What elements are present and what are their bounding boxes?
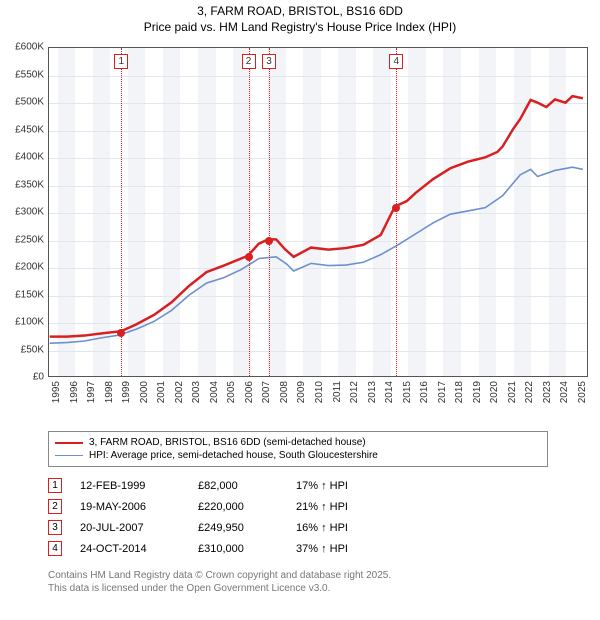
sale-event-line xyxy=(396,48,397,376)
legend-label-red: 3, FARM ROAD, BRISTOL, BS16 6DD (semi-de… xyxy=(89,437,366,448)
legend-row-red: 3, FARM ROAD, BRISTOL, BS16 6DD (semi-de… xyxy=(55,436,541,449)
footnote-line-2: This data is licensed under the Open Gov… xyxy=(48,582,596,595)
sales-row: 4 24-OCT-2014 £310,000 37% ↑ HPI xyxy=(48,538,596,559)
x-tick-label: 2022 xyxy=(524,381,535,411)
chart-title: 3, FARM ROAD, BRISTOL, BS16 6DD Price pa… xyxy=(4,4,596,35)
sale-marker: 4 xyxy=(389,54,403,69)
x-tick-label: 2020 xyxy=(489,381,500,411)
legend: 3, FARM ROAD, BRISTOL, BS16 6DD (semi-de… xyxy=(48,431,548,467)
x-tick-label: 2000 xyxy=(139,381,150,411)
y-tick-label: £500K xyxy=(2,97,44,108)
sale-event-line xyxy=(121,48,122,376)
x-tick-label: 1998 xyxy=(104,381,115,411)
x-tick-label: 2014 xyxy=(384,381,395,411)
x-tick-label: 2011 xyxy=(332,381,343,411)
y-tick-label: £150K xyxy=(2,289,44,300)
sale-marker: 3 xyxy=(262,54,276,69)
x-tick-label: 2017 xyxy=(437,381,448,411)
x-tick-label: 2006 xyxy=(244,381,255,411)
y-tick-label: £450K xyxy=(2,124,44,135)
y-tick-label: £550K xyxy=(2,69,44,80)
sales-row-marker: 3 xyxy=(48,520,62,535)
y-tick-label: £400K xyxy=(2,152,44,163)
sales-row-marker: 4 xyxy=(48,541,62,556)
sales-row-diff: 21% ↑ HPI xyxy=(296,501,396,513)
y-tick-label: £350K xyxy=(2,179,44,190)
sale-marker: 1 xyxy=(114,54,128,69)
x-tick-label: 2002 xyxy=(174,381,185,411)
sales-row-date: 20-JUL-2007 xyxy=(80,522,180,534)
sales-table: 1 12-FEB-1999 £82,000 17% ↑ HPI 2 19-MAY-2006… xyxy=(48,475,596,559)
x-tick-label: 2004 xyxy=(209,381,220,411)
x-tick-label: 2001 xyxy=(156,381,167,411)
sales-row: 2 19-MAY-2006 £220,000 21% ↑ HPI xyxy=(48,496,596,517)
legend-swatch-blue xyxy=(55,455,83,456)
x-tick-label: 2008 xyxy=(279,381,290,411)
chart: 1 23 4 £0 £50K £100K £150K £200K £250K £300K £350… xyxy=(4,37,594,427)
y-tick-label: £200K xyxy=(2,262,44,273)
x-tick-label: 2010 xyxy=(314,381,325,411)
sale-point xyxy=(392,204,400,212)
y-tick-label: £250K xyxy=(2,234,44,245)
sales-row-price: £249,950 xyxy=(198,522,278,534)
sales-row-price: £220,000 xyxy=(198,501,278,513)
y-tick-label: £300K xyxy=(2,207,44,218)
legend-row-blue: HPI: Average price, semi-detached house,… xyxy=(55,449,541,462)
x-tick-label: 2021 xyxy=(507,381,518,411)
sales-row-price: £82,000 xyxy=(198,480,278,492)
y-tick-label: £100K xyxy=(2,317,44,328)
x-tick-label: 2025 xyxy=(577,381,588,411)
footnote-line-1: Contains HM Land Registry data © Crown c… xyxy=(48,569,596,582)
x-tick-label: 1995 xyxy=(51,381,62,411)
legend-label-blue: HPI: Average price, semi-detached house,… xyxy=(89,450,378,461)
sale-point xyxy=(265,237,273,245)
y-tick-label: £50K xyxy=(2,344,44,355)
x-tick-label: 2007 xyxy=(261,381,272,411)
x-tick-label: 2009 xyxy=(296,381,307,411)
x-tick-label: 2023 xyxy=(542,381,553,411)
x-tick-label: 2024 xyxy=(559,381,570,411)
footnote: Contains HM Land Registry data © Crown c… xyxy=(48,569,596,595)
x-tick-label: 2015 xyxy=(402,381,413,411)
sale-point xyxy=(245,253,253,261)
x-tick-label: 2016 xyxy=(419,381,430,411)
sales-row-diff: 37% ↑ HPI xyxy=(296,543,396,555)
sales-row-date: 19-MAY-2006 xyxy=(80,501,180,513)
x-tick-label: 2012 xyxy=(349,381,360,411)
x-tick-label: 2003 xyxy=(191,381,202,411)
x-tick-label: 1996 xyxy=(69,381,80,411)
title-line-2: Price paid vs. HM Land Registry's House … xyxy=(4,20,596,36)
sales-row-date: 12-FEB-1999 xyxy=(80,480,180,492)
legend-swatch-red xyxy=(55,442,83,444)
y-tick-label: £0 xyxy=(2,372,44,383)
sales-row-marker: 2 xyxy=(48,499,62,514)
sale-point xyxy=(117,329,125,337)
sales-row: 1 12-FEB-1999 £82,000 17% ↑ HPI xyxy=(48,475,596,496)
x-tick-label: 2013 xyxy=(367,381,378,411)
x-tick-label: 2018 xyxy=(454,381,465,411)
sales-row-price: £310,000 xyxy=(198,543,278,555)
price-paid-line xyxy=(50,96,583,337)
title-line-1: 3, FARM ROAD, BRISTOL, BS16 6DD xyxy=(4,4,596,20)
sale-event-line xyxy=(269,48,270,376)
plot-area: 1 23 4 xyxy=(48,47,588,377)
hpi-line xyxy=(50,167,583,343)
sale-event-line xyxy=(249,48,250,376)
x-tick-label: 1997 xyxy=(86,381,97,411)
sales-row-diff: 17% ↑ HPI xyxy=(296,480,396,492)
line-series-svg xyxy=(49,48,587,376)
sales-row-date: 24-OCT-2014 xyxy=(80,543,180,555)
x-tick-label: 1999 xyxy=(121,381,132,411)
x-tick-label: 2005 xyxy=(226,381,237,411)
sales-row-marker: 1 xyxy=(48,478,62,493)
y-tick-label: £600K xyxy=(2,42,44,53)
sales-row: 3 20-JUL-2007 £249,950 16% ↑ HPI xyxy=(48,517,596,538)
sale-marker: 2 xyxy=(242,54,256,69)
x-tick-label: 2019 xyxy=(472,381,483,411)
sales-row-diff: 16% ↑ HPI xyxy=(296,522,396,534)
